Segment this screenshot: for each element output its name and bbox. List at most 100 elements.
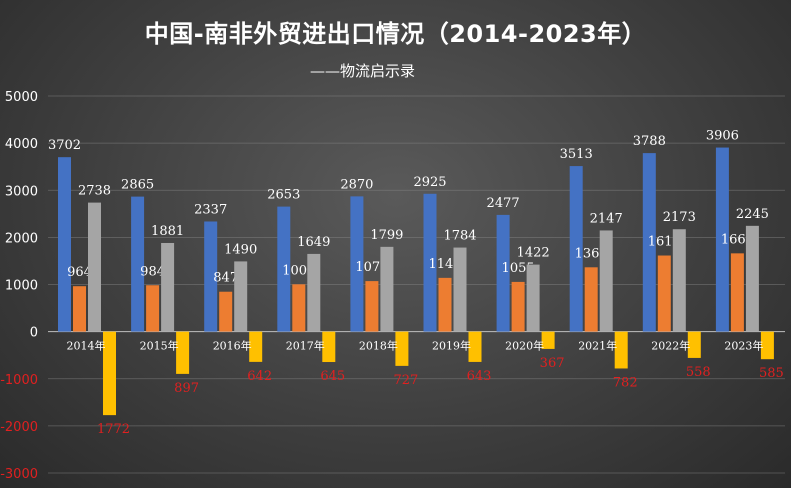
data-label: 645 (320, 369, 345, 384)
bar (277, 206, 291, 332)
y-tick-label: 4000 (5, 137, 38, 152)
data-label: 3513 (560, 147, 593, 162)
bar (234, 261, 248, 332)
bar (146, 285, 160, 332)
data-label: 2925 (413, 175, 446, 190)
data-label: 1649 (297, 235, 330, 250)
data-label: 2653 (267, 188, 300, 203)
data-label: 1881 (151, 224, 184, 239)
data-label: 1422 (517, 246, 550, 261)
bar (103, 331, 116, 416)
data-label: 3702 (48, 138, 81, 153)
x-tick-label: 2020年 (505, 339, 544, 353)
data-label: 1661 (721, 232, 754, 247)
data-label: 1490 (224, 242, 257, 257)
bar (730, 253, 744, 332)
data-label: 2870 (340, 177, 373, 192)
data-label: 3788 (633, 134, 666, 149)
y-tick-label: -2000 (0, 420, 38, 435)
data-label: 1004 (282, 263, 315, 278)
bar (322, 331, 336, 363)
x-tick-label: 2021年 (578, 339, 617, 353)
bar (541, 331, 555, 349)
bar (395, 331, 409, 366)
data-label: 558 (686, 365, 711, 380)
y-tick-label: 0 (30, 326, 38, 341)
bar (73, 286, 86, 332)
bar (760, 331, 774, 360)
data-label: 2337 (194, 202, 227, 217)
data-label: 2738 (78, 184, 111, 199)
data-label: 1072 (355, 260, 388, 275)
x-tick-label: 2022年 (651, 339, 690, 353)
x-tick-label: 2016年 (213, 339, 252, 353)
data-label: 1772 (97, 422, 130, 437)
y-tick-label: 1000 (5, 279, 38, 294)
bar (511, 281, 525, 332)
bar (745, 225, 759, 332)
bar (365, 281, 379, 332)
bar (350, 196, 364, 332)
data-label: 1055 (502, 261, 535, 276)
bar (715, 147, 729, 332)
bar (219, 291, 233, 332)
data-label: 1784 (443, 229, 476, 244)
x-tick-label: 2014年 (67, 339, 106, 353)
bar (176, 331, 190, 374)
bar (307, 253, 321, 332)
x-tick-label: 2018年 (359, 339, 398, 353)
data-label: 2173 (663, 210, 696, 225)
data-label: 964 (67, 265, 92, 280)
data-label: 2865 (121, 178, 154, 193)
bar (292, 284, 306, 332)
bar (453, 247, 467, 332)
bar (249, 331, 263, 362)
data-label: 984 (140, 264, 165, 279)
data-label: 2147 (590, 211, 623, 226)
data-label: 782 (613, 375, 638, 390)
data-label: 642 (247, 369, 272, 384)
y-tick-label: -3000 (0, 467, 38, 482)
bar (88, 202, 101, 332)
bar (599, 230, 613, 332)
data-label: 897 (174, 381, 199, 396)
bar (642, 153, 656, 332)
bar (569, 166, 583, 332)
chart-title: 中国-南非外贸进出口情况（2014-2023年） (144, 20, 647, 48)
bar (657, 255, 671, 332)
x-tick-label: 2017年 (286, 339, 325, 353)
bar (161, 242, 175, 332)
data-label: 643 (467, 369, 492, 384)
bar (672, 229, 686, 332)
data-label: 1799 (370, 228, 403, 243)
x-tick-label: 2019年 (432, 339, 471, 353)
y-tick-label: -1000 (0, 373, 38, 388)
y-tick-label: 5000 (5, 90, 38, 105)
data-label: 2245 (736, 207, 769, 222)
y-tick-label: 3000 (5, 184, 38, 199)
bar (423, 193, 437, 332)
data-label: 1141 (428, 257, 461, 272)
bar (131, 196, 145, 332)
data-label: 727 (393, 373, 418, 388)
bar (204, 221, 218, 332)
bar (380, 246, 394, 332)
x-tick-label: 2015年 (140, 339, 179, 353)
bar (526, 264, 540, 332)
bar (687, 331, 701, 358)
data-label: 585 (759, 366, 784, 381)
bar (468, 331, 482, 362)
data-label: 1615 (648, 235, 681, 250)
x-tick-label: 2023年 (724, 339, 763, 353)
data-label: 1365 (575, 246, 608, 261)
data-label: 847 (213, 271, 238, 286)
bar (438, 277, 452, 332)
data-label: 367 (540, 356, 565, 371)
chart-subtitle: ——物流启示录 (310, 62, 416, 80)
bar (496, 214, 510, 332)
bar (614, 331, 628, 369)
data-label: 2477 (487, 196, 520, 211)
bar (584, 267, 598, 332)
